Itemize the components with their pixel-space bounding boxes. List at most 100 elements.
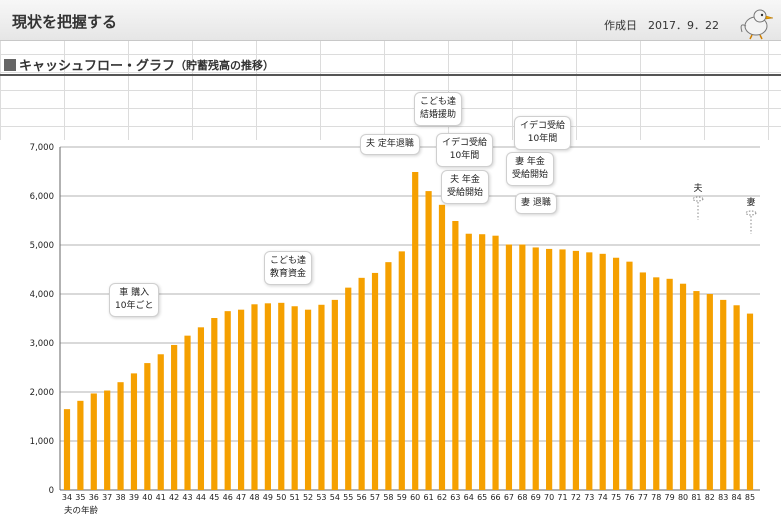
bar [733, 305, 740, 490]
bar [425, 191, 432, 490]
x-tick-label: 63 [450, 493, 460, 502]
x-tick-label: 48 [249, 493, 259, 502]
x-tick-label: 42 [169, 493, 179, 502]
x-tick-label: 36 [89, 493, 99, 502]
bar [251, 304, 258, 490]
bar [706, 294, 713, 490]
marker-label: 夫 [693, 184, 703, 194]
annotation-line: 教育資金 [270, 269, 307, 279]
y-tick-label: 3,000 [30, 339, 54, 349]
bar [171, 344, 178, 490]
annotation-ideco-husband: イデコ受給 10年間 [436, 133, 494, 167]
x-tick-label: 60 [410, 493, 420, 502]
bar [599, 253, 606, 490]
x-tick-label: 73 [584, 493, 594, 502]
annotation-line: 10年ごと [115, 301, 154, 311]
x-tick-label: 62 [437, 493, 447, 502]
annotation-husband-retirement: 夫 定年退職 [360, 134, 420, 155]
y-tick-label: 1,000 [30, 437, 54, 447]
marker-dots-icon [692, 196, 704, 220]
section-title-text: キャッシュフロー・グラフ [19, 59, 176, 74]
bar [278, 302, 285, 490]
bar [371, 272, 379, 490]
bar [224, 311, 231, 490]
bar [345, 287, 352, 490]
bar [331, 299, 338, 490]
bar [90, 393, 97, 490]
annotation-line: 妻 年金 [515, 157, 545, 167]
bar [720, 299, 727, 490]
bar [519, 244, 526, 490]
x-tick-label: 57 [370, 493, 380, 502]
bar [304, 309, 312, 490]
section-subtitle: （貯蓄残高の推移） [175, 58, 275, 72]
bar [211, 318, 218, 490]
annotation-line: 結婚援助 [420, 110, 457, 120]
bar [452, 220, 459, 490]
x-tick-label: 55 [343, 493, 353, 502]
x-tick-label: 64 [464, 493, 474, 502]
bar [505, 244, 513, 490]
chart-panel: 金額(万円)01,0002,0003,0004,0005,0006,0007,0… [0, 140, 781, 528]
annotation-wedding-support: こども達 結婚援助 [414, 92, 463, 126]
y-tick-label: 6,000 [30, 192, 54, 202]
annotation-education-fund: こども達 教育資金 [264, 251, 313, 285]
x-tick-label: 75 [611, 493, 621, 502]
bar [679, 283, 687, 490]
x-tick-label: 56 [357, 493, 367, 502]
annotation-husband-pension: 夫 年金 受給開始 [441, 170, 490, 204]
y-tick-label: 7,000 [30, 143, 54, 153]
annotation-line: 車 購入 [119, 288, 150, 298]
annotation-line: イデコ受給 [442, 138, 488, 148]
x-tick-label: 61 [423, 493, 433, 502]
x-tick-label: 76 [624, 493, 634, 502]
x-tick-label: 50 [276, 493, 286, 502]
annotation-line: 受給開始 [512, 170, 549, 180]
marker-wife: 妻 [741, 195, 761, 236]
bar [693, 291, 700, 490]
bar [639, 272, 646, 490]
bar [104, 390, 111, 490]
annotation-line: イデコ受給 [520, 121, 566, 131]
annotation-line: 妻 退職 [521, 198, 551, 208]
y-tick-label: 4,000 [30, 290, 54, 300]
bar [572, 250, 580, 490]
x-tick-label: 69 [531, 493, 541, 502]
x-tick-label: 81 [691, 493, 701, 502]
x-tick-label: 80 [678, 493, 688, 502]
y-tick-label: 5,000 [30, 241, 54, 251]
mascot-icon [740, 9, 774, 40]
x-tick-label: 44 [196, 493, 206, 502]
x-tick-label: 35 [75, 493, 85, 502]
annotation-line: こども達 [420, 97, 457, 107]
x-tick-label: 58 [383, 493, 393, 502]
x-tick-label: 77 [638, 493, 648, 502]
bar [318, 304, 325, 490]
bar [144, 363, 151, 490]
marker-label: 妻 [746, 198, 756, 208]
section-title: キャッシュフロー・グラフ （貯蓄残高の推移） [4, 55, 274, 74]
x-tick-label: 85 [745, 493, 755, 502]
bar [559, 249, 566, 490]
x-tick-label: 82 [705, 493, 715, 502]
page-title: 現状を把握する [12, 13, 118, 31]
x-tick-label: 49 [263, 493, 273, 502]
bar [291, 306, 298, 490]
section-square-icon [4, 58, 16, 71]
x-tick-label: 72 [571, 493, 581, 502]
annotation-line: 10年間 [527, 134, 558, 144]
date-value: 2017．9．22 [648, 19, 719, 32]
x-tick-label: 74 [598, 493, 608, 502]
x-tick-label: 39 [129, 493, 139, 502]
x-tick-label: 79 [665, 493, 675, 502]
x-tick-label: 65 [477, 493, 487, 502]
bar [412, 171, 419, 491]
x-tick-label: 47 [236, 493, 246, 502]
bar [746, 313, 754, 490]
bar [586, 252, 593, 490]
annotation-wife-retirement: 妻 退職 [515, 193, 557, 214]
cashflow-bar-chart: 金額(万円)01,0002,0003,0004,0005,0006,0007,0… [30, 143, 760, 516]
section-rule [0, 74, 781, 76]
header-band [0, 0, 781, 41]
annotation-wife-pension: 妻 年金 受給開始 [506, 152, 555, 186]
